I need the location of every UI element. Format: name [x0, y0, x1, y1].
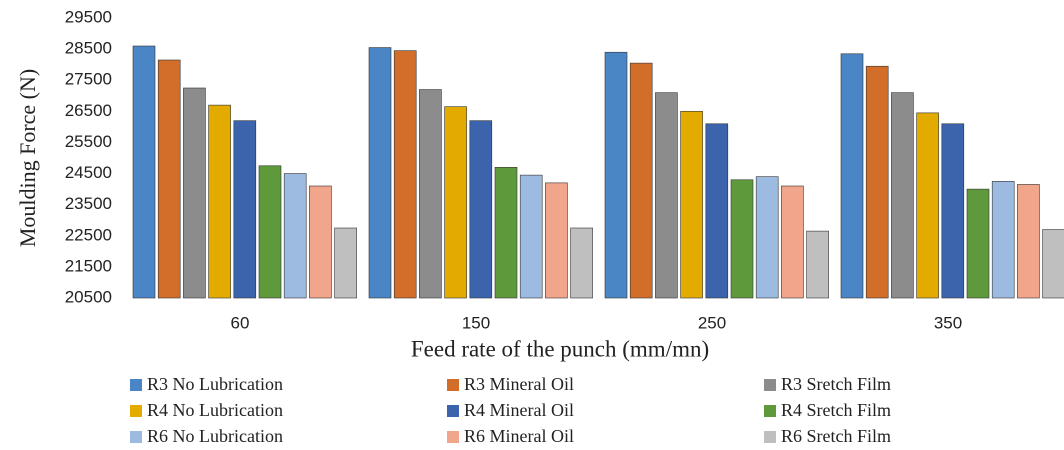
legend-swatch [447, 405, 459, 417]
legend-label: R3 No Lubrication [147, 374, 283, 394]
bar [966, 188, 990, 299]
y-axis-title: Moulding Force (N) [15, 69, 40, 247]
y-tick-label: 25500 [65, 132, 112, 151]
y-tick-label: 22500 [65, 225, 112, 244]
bar [781, 185, 804, 299]
legend-swatch [764, 379, 776, 391]
legend-swatch [447, 379, 459, 391]
legend-swatch [130, 405, 142, 417]
x-tick-label: 250 [698, 313, 726, 332]
y-tick-label: 28500 [65, 39, 112, 58]
legend-swatch [447, 431, 459, 443]
y-tick-label: 24500 [65, 163, 112, 182]
bar [806, 230, 829, 299]
legend-swatch [764, 405, 776, 417]
legend-label: R4 Mineral Oil [464, 400, 574, 420]
bar [132, 45, 156, 299]
legend-label: R6 No Lubrication [147, 426, 283, 446]
bar [469, 120, 493, 299]
bar [891, 92, 914, 299]
y-tick-label: 20500 [65, 287, 112, 306]
bar [840, 53, 864, 299]
bar [941, 123, 965, 299]
bar [393, 50, 417, 299]
y-tick-label: 26500 [65, 101, 112, 120]
bar [519, 174, 543, 299]
bar [1042, 229, 1064, 299]
bar [916, 112, 939, 299]
bar [208, 104, 231, 299]
legend-label: R6 Mineral Oil [464, 426, 574, 446]
legend-swatch [130, 379, 142, 391]
bar [283, 173, 307, 299]
x-tick-label: 60 [231, 313, 250, 332]
bar [604, 51, 628, 299]
bar [334, 227, 357, 299]
x-axis-title: Feed rate of the punch (mm/mn) [411, 336, 709, 361]
bar [444, 106, 467, 299]
bar [233, 120, 257, 299]
legend-label: R3 Mineral Oil [464, 374, 574, 394]
bar [629, 62, 653, 299]
bar [368, 47, 392, 299]
legend-label: R6 Sretch Film [781, 426, 891, 446]
x-tick-label: 150 [462, 313, 490, 332]
bar [730, 179, 754, 299]
bar [705, 123, 729, 299]
y-tick-label: 21500 [65, 256, 112, 275]
x-tick-label: 350 [934, 313, 962, 332]
bar [545, 182, 568, 299]
legend-swatch [764, 431, 776, 443]
bar [183, 87, 206, 299]
bar [680, 111, 703, 299]
bar [309, 185, 332, 299]
y-tick-label: 29500 [65, 7, 112, 26]
bar [494, 167, 518, 299]
bar [755, 176, 779, 299]
bar [865, 65, 889, 299]
y-tick-label: 23500 [65, 194, 112, 213]
legend-label: R3 Sretch Film [781, 374, 891, 394]
bar [1017, 184, 1040, 299]
bar [991, 181, 1015, 299]
legend-label: R4 Sretch Film [781, 400, 891, 420]
y-tick-label: 27500 [65, 70, 112, 89]
bar [570, 227, 593, 299]
legend-swatch [130, 431, 142, 443]
bar [655, 92, 678, 299]
legend-label: R4 No Lubrication [147, 400, 283, 420]
bar [157, 59, 181, 299]
bar [419, 89, 442, 299]
bar [258, 165, 282, 299]
